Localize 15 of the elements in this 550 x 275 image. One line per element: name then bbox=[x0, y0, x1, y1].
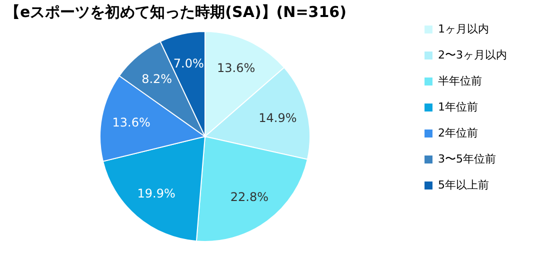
legend-label: 1ヶ月以内 bbox=[438, 22, 489, 36]
legend-label: 半年位前 bbox=[438, 74, 482, 88]
legend-label: 1年位前 bbox=[438, 100, 478, 114]
legend-label: 2〜3ヶ月以内 bbox=[438, 48, 507, 62]
data-label: 19.9% bbox=[137, 186, 176, 201]
data-label: 22.8% bbox=[230, 190, 269, 204]
legend-label: 2年位前 bbox=[438, 126, 478, 140]
data-label: 13.6% bbox=[112, 115, 150, 130]
chart-title: 【eスポーツを初めて知った時期(SA)】(N=316) bbox=[5, 3, 346, 21]
data-label: 13.6% bbox=[217, 61, 256, 76]
data-label: 8.2% bbox=[142, 72, 172, 86]
data-label: 7.0% bbox=[173, 56, 204, 70]
legend-label: 3〜5年位前 bbox=[438, 152, 496, 166]
data-label: 14.9% bbox=[258, 111, 297, 126]
legend-label: 5年以上前 bbox=[438, 178, 489, 192]
